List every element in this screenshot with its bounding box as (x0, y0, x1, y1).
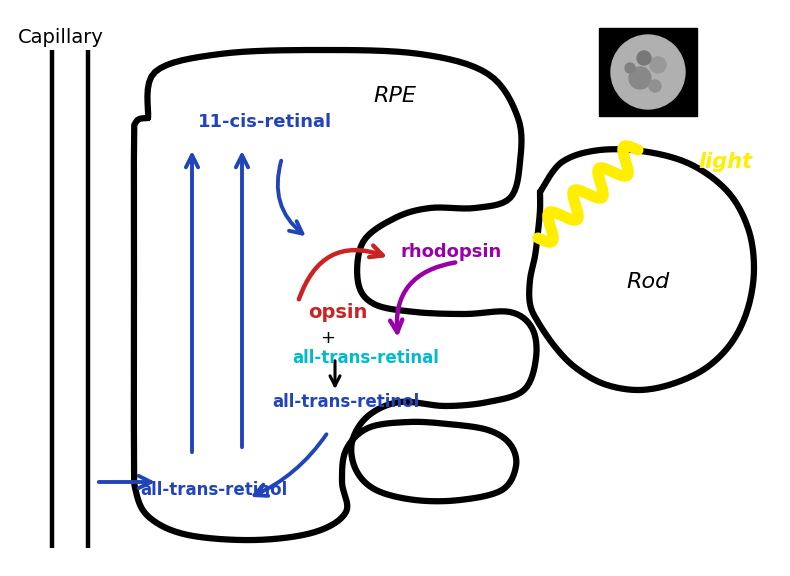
Text: all-trans-retinal: all-trans-retinal (292, 349, 439, 367)
FancyArrowPatch shape (299, 245, 382, 300)
Circle shape (649, 80, 661, 92)
Text: all-trans-retinol: all-trans-retinol (272, 393, 419, 411)
FancyArrowPatch shape (278, 161, 303, 234)
FancyArrowPatch shape (254, 434, 326, 496)
FancyArrowPatch shape (330, 361, 340, 386)
FancyArrowPatch shape (186, 155, 198, 452)
Bar (599, 28, 697, 116)
FancyArrowPatch shape (99, 476, 151, 488)
Circle shape (629, 67, 651, 89)
Circle shape (650, 57, 666, 73)
FancyArrowPatch shape (390, 263, 455, 332)
Text: all-trans-retinol: all-trans-retinol (140, 481, 288, 499)
Text: +: + (321, 329, 336, 347)
FancyArrowPatch shape (236, 155, 248, 447)
Text: Rod: Rod (626, 272, 670, 292)
Text: opsin: opsin (308, 302, 367, 321)
Text: rhodopsin: rhodopsin (400, 243, 501, 261)
Circle shape (637, 51, 651, 65)
Text: RPE: RPE (374, 86, 416, 106)
Text: 11-cis-retinal: 11-cis-retinal (198, 113, 332, 131)
Text: light: light (698, 152, 752, 172)
Circle shape (611, 35, 685, 109)
Circle shape (625, 63, 635, 73)
Text: Capillary: Capillary (18, 28, 103, 47)
